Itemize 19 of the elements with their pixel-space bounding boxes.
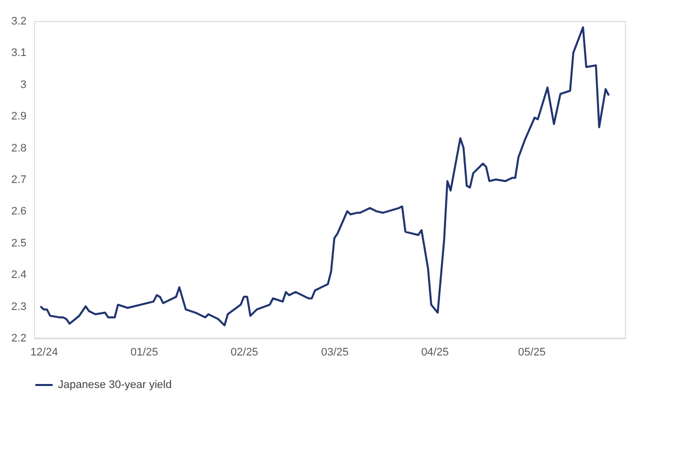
- y-tick-label: 3.1: [11, 47, 26, 60]
- y-tick-label: 2.4: [11, 269, 26, 282]
- y-tick-label: 2.6: [11, 206, 26, 218]
- y-tick-label: 2.3: [11, 300, 26, 313]
- x-tick-label: 05/25: [518, 346, 546, 358]
- y-tick-label: 3.2: [11, 16, 26, 28]
- x-tick-label: 01/25: [130, 346, 158, 358]
- x-tick-label: 04/25: [421, 346, 449, 358]
- x-tick-label: 03/25: [321, 346, 349, 358]
- y-tick-label: 2.7: [11, 174, 26, 186]
- y-tick-label: 2.9: [11, 110, 26, 123]
- line-series: [39, 26, 610, 326]
- y-tick-label: 2.2: [11, 332, 26, 344]
- legend-label: Japanese 30-year yield: [58, 379, 172, 391]
- x-tick-label: 12/24: [30, 346, 58, 358]
- y-tick-label: 3: [20, 78, 26, 91]
- x-tick-label: 02/25: [230, 346, 258, 358]
- y-tick-label: 2.5: [11, 237, 26, 250]
- y-tick-label: 2.8: [11, 142, 26, 154]
